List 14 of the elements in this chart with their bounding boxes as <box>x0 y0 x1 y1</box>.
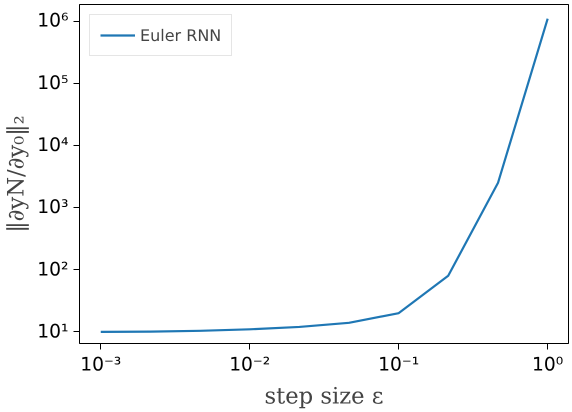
y-tick-label: 10³ <box>37 197 68 218</box>
x-tick-label: 10⁻¹ <box>378 354 420 376</box>
y-tick-label: 10¹ <box>37 321 68 342</box>
x-tick-label: 10⁻² <box>229 354 270 376</box>
x-axis-title: step size ε <box>264 384 384 410</box>
x-tick-label: 10⁰ <box>532 354 564 376</box>
y-tick-label: 10⁶ <box>37 10 68 32</box>
y-tick-label: 10⁴ <box>37 134 68 156</box>
y-tick-label: 10² <box>37 259 68 280</box>
y-tick-label: 10⁵ <box>37 72 68 94</box>
legend-label: Euler RNN <box>140 26 222 44</box>
line-series <box>100 18 549 333</box>
y-axis-title: ‖∂yN/∂y₀‖₂ <box>3 115 30 233</box>
x-tick-label: 10⁻³ <box>80 354 122 376</box>
